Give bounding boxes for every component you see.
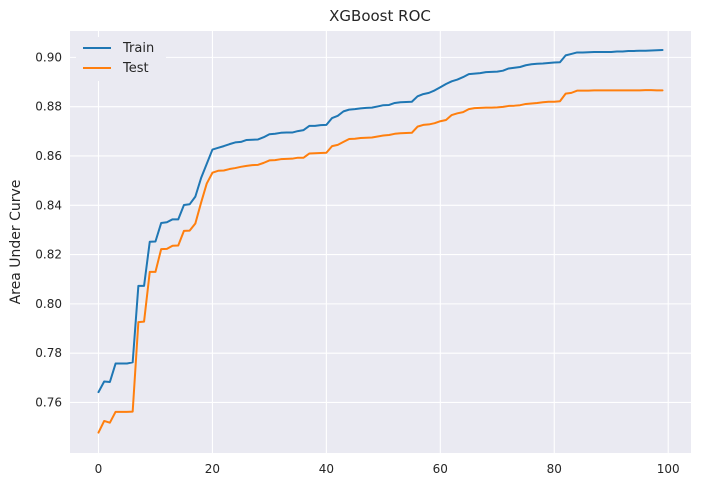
y-axis-ticks: 0.76 0.78 0.80 0.82 0.84 0.86 0.88 0.90 [35, 50, 62, 409]
plot-area [70, 31, 691, 453]
series-line-train [97, 48, 664, 394]
x-axis-ticks: 0 20 40 60 80 100 [95, 462, 680, 476]
x-tick-label: 60 [433, 462, 448, 476]
y-tick-label: 0.82 [35, 248, 62, 262]
y-tick-label: 0.84 [35, 198, 62, 212]
legend-label-test: Test [122, 61, 149, 76]
y-tick-label: 0.86 [35, 149, 62, 163]
grid [70, 31, 691, 453]
series-line-test [97, 89, 664, 434]
y-tick-label: 0.78 [35, 346, 62, 360]
legend-label-train: Train [122, 41, 154, 56]
x-tick-label: 40 [319, 462, 334, 476]
x-tick-label: 0 [95, 462, 103, 476]
chart-title: XGBoost ROC [329, 7, 431, 25]
legend-box [76, 37, 166, 81]
series-lines [97, 48, 664, 434]
x-tick-label: 20 [205, 462, 220, 476]
y-tick-label: 0.90 [35, 50, 62, 64]
y-axis-title: Area Under Curve [8, 180, 24, 305]
y-tick-label: 0.80 [35, 297, 62, 311]
x-tick-label: 80 [547, 462, 562, 476]
y-tick-label: 0.76 [35, 395, 62, 409]
y-tick-label: 0.88 [35, 100, 62, 114]
x-tick-label: 100 [657, 462, 680, 476]
legend: Train Test [76, 37, 166, 81]
